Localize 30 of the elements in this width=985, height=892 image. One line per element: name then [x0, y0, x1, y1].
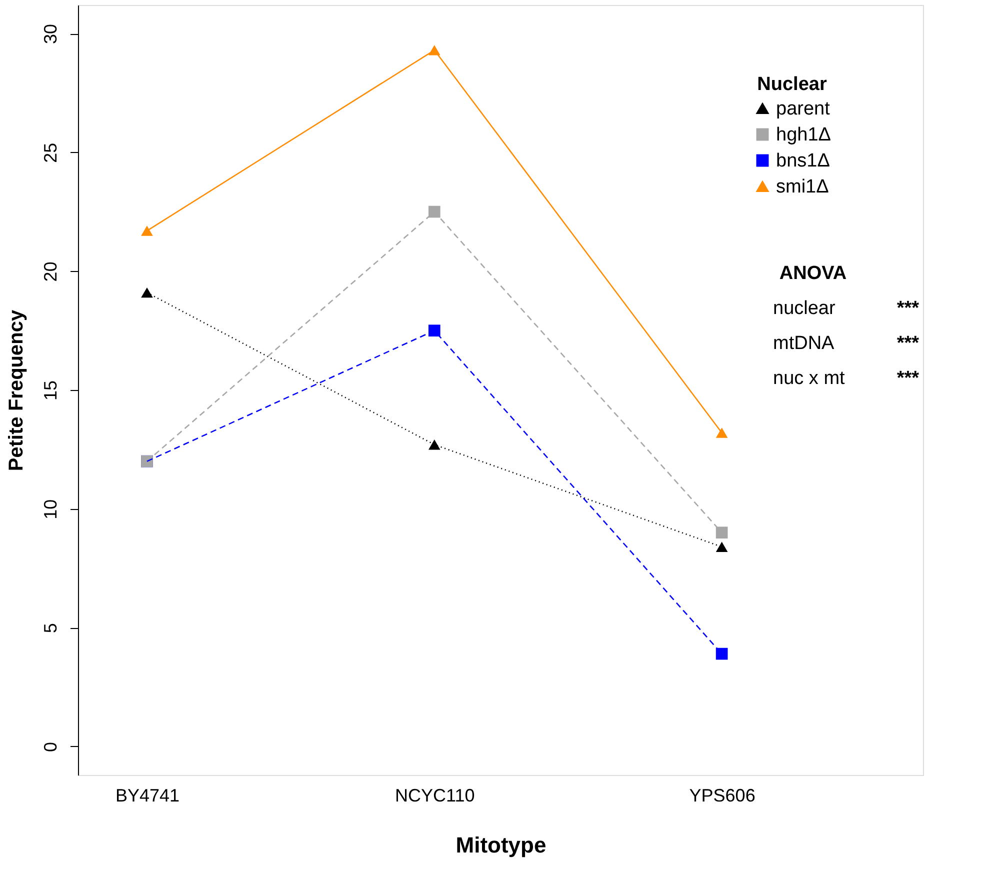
y-tick-label: 20 [40, 262, 60, 282]
y-tick-label: 15 [40, 380, 60, 401]
x-axis-title: Mitotype [456, 832, 546, 858]
point [716, 648, 728, 660]
point [428, 324, 440, 336]
text: nuc x mt *** [773, 368, 919, 389]
point [428, 440, 440, 450]
x-tick-label: BY4741 [115, 786, 180, 806]
y-tick-label: 0 [40, 742, 60, 752]
text: mtDNA *** [773, 333, 919, 354]
point [141, 226, 153, 236]
point [716, 542, 728, 552]
y-tick-label: 10 [40, 499, 60, 520]
legend-title: Nuclear [757, 74, 828, 95]
y-tick-label: 30 [40, 24, 60, 44]
y-tick-label: 25 [40, 142, 60, 163]
text: nuclear *** [773, 298, 919, 319]
y-axis-title: Petite Frequency [6, 309, 28, 472]
annotation: ANOVA [779, 263, 847, 284]
x-tick-label: YPS606 [689, 786, 756, 806]
legend-label: hgh1Δ [776, 124, 832, 146]
legend-label: smi1Δ [776, 176, 830, 198]
point [428, 206, 440, 218]
x-tick-label: NCYC110 [395, 786, 475, 806]
point [716, 526, 728, 539]
point [141, 287, 153, 298]
point [716, 428, 728, 438]
legend-label: bns1Δ [776, 150, 830, 172]
legend-label: parent [776, 98, 831, 120]
y-tick-label: 5 [40, 623, 60, 634]
